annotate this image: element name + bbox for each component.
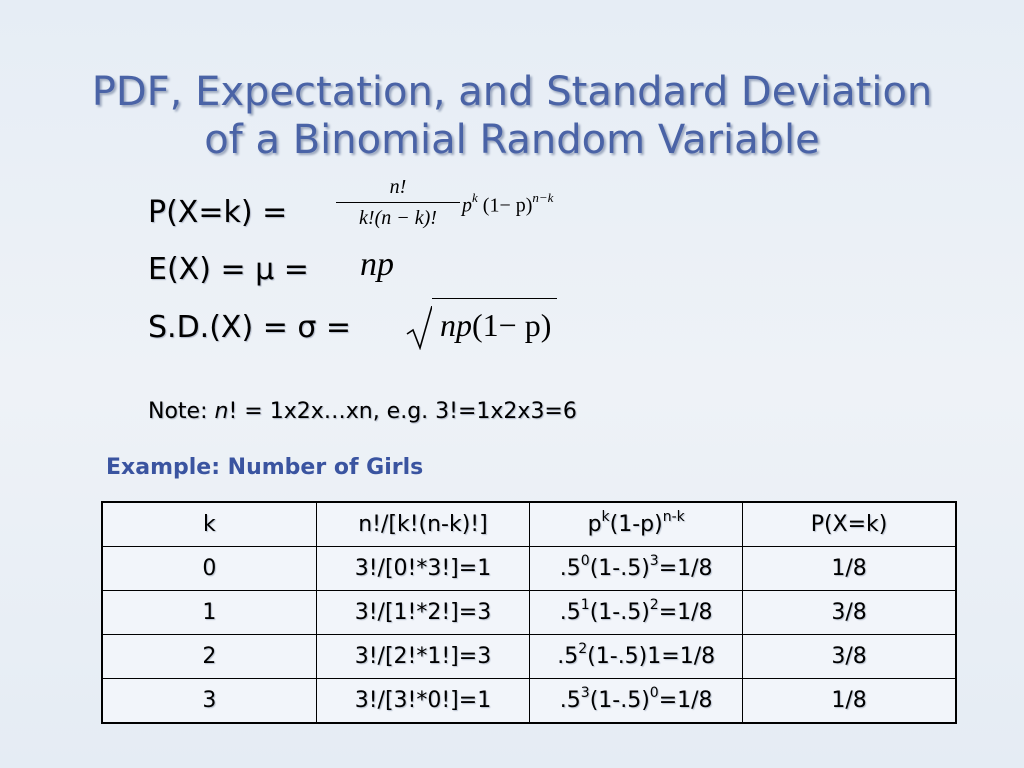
title-line-1: PDF, Expectation, and Standard Deviation [91,69,933,115]
binomial-table: k n!/[k!(n-k)!] pk(1-p)n-k P(X=k) 0 3!/[… [101,501,957,724]
pdf-label: P(X=k) = [148,195,288,230]
note-rest: ! = 1x2x…xn, e.g. 3!=1x2x3=6 [228,399,577,424]
cell-coefficient: 3!/[3!*0!]=1 [315,678,531,724]
sd-rest: (1− p) [472,307,552,343]
pdf-paren-exp: n−k [532,190,554,205]
cell-probability-factor: .51(1-.5)2=1/8 [529,590,744,635]
factorial-note: Note: n! = 1x2x…xn, e.g. 3!=1x2x3=6 [148,398,577,426]
fraction-bar [336,202,460,203]
title-line-2: of a Binomial Random Variable [204,117,820,163]
header-probability-factor: pk(1-p)n-k [529,501,744,547]
header-probability: P(X=k) [742,501,957,547]
cell-k: 2 [101,634,317,679]
cell-coefficient: 3!/[1!*2!]=3 [315,590,531,635]
note-prefix: Note: [148,399,208,424]
square-root-icon [406,306,432,350]
cell-probability-factor: .50(1-.5)3=1/8 [529,546,744,591]
cell-probability: 1/8 [742,546,957,591]
table-row: 0 3!/[0!*3!]=1 .50(1-.5)3=1/8 1/8 [101,546,957,591]
cell-k: 0 [101,546,317,591]
pdf-paren: (1− p) [482,194,533,217]
cell-coefficient: 3!/[0!*3!]=1 [315,546,531,591]
cell-probability: 1/8 [742,678,957,724]
sd-formula: np(1− p) [432,298,558,345]
table-row: 3 3!/[3!*0!]=1 .53(1-.5)0=1/8 1/8 [101,678,957,724]
pdf-base-exp: k [472,190,478,205]
note-n: n [214,399,229,424]
pdf-factors: pk (1− p)n−k [462,190,554,218]
table-row: 2 3!/[2!*1!]=3 .52(1-.5)1=1/8 3/8 [101,634,957,679]
sd-np: np [440,307,472,343]
header-k: k [101,501,317,547]
example-heading: Example: Number of Girls [106,455,424,480]
pdf-base-p: p [462,194,472,217]
expectation-formula: np [360,246,394,283]
cell-k: 3 [101,678,317,724]
pdf-fraction-numerator: n! [389,176,407,198]
expectation-label: E(X) = μ = [148,252,309,287]
cell-probability: 3/8 [742,634,957,679]
slide-title: PDF, Expectation, and Standard Deviation… [0,68,1024,164]
cell-k: 1 [101,590,317,635]
pdf-fraction-denominator: k!(n − k)! [359,207,437,229]
cell-probability: 3/8 [742,590,957,635]
cell-probability-factor: .52(1-.5)1=1/8 [529,634,744,679]
header-coefficient: n!/[k!(n-k)!] [315,501,531,547]
cell-coefficient: 3!/[2!*1!]=3 [315,634,531,679]
sd-label: S.D.(X) = σ = [148,310,352,345]
pdf-fraction: n! k!(n − k)! [332,174,464,231]
cell-probability-factor: .53(1-.5)0=1/8 [529,678,744,724]
table-row: 1 3!/[1!*2!]=3 .51(1-.5)2=1/8 3/8 [101,590,957,635]
table-header-row: k n!/[k!(n-k)!] pk(1-p)n-k P(X=k) [101,501,957,547]
